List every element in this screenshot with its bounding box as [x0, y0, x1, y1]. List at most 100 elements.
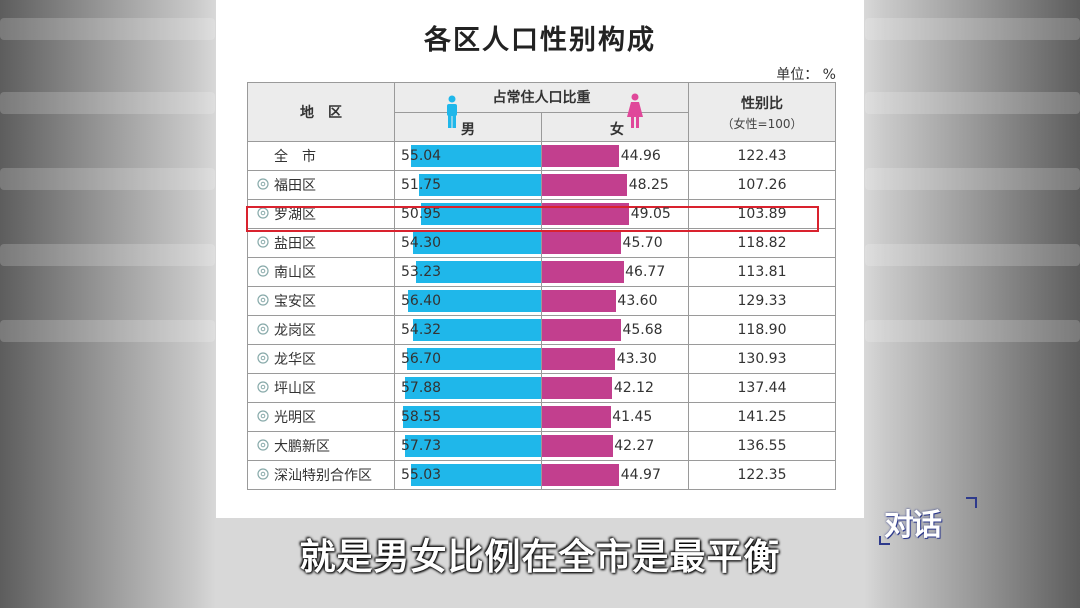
male-value-label: 55.04: [401, 148, 442, 164]
female-bar: [542, 319, 622, 341]
header-female-label: 女: [610, 121, 624, 138]
female-bar: [542, 261, 624, 283]
male-value-label: 57.73: [401, 438, 442, 454]
region-cell: 光明区: [247, 402, 395, 432]
male-share-cell: 54.30: [394, 228, 542, 258]
header-ratio-sub: （女性=100）: [721, 116, 803, 131]
male-bar: [402, 406, 541, 428]
female-share-cell: 44.96: [541, 141, 689, 171]
region-name: 坪山区: [274, 381, 316, 397]
sex-ratio-cell: 136.55: [688, 431, 836, 461]
male-share-cell: 57.73: [394, 431, 542, 461]
male-value-label: 53.23: [401, 264, 442, 280]
blurred-right-row: [865, 244, 1080, 266]
male-share-cell: 56.40: [394, 286, 542, 316]
blurred-left-row: [0, 168, 215, 190]
logo-frame-icon: [879, 497, 977, 545]
location-pin-icon: [257, 236, 269, 248]
region-name: 罗湖区: [274, 207, 316, 223]
male-value-label: 54.32: [401, 322, 442, 338]
sex-ratio-cell: 113.81: [688, 257, 836, 287]
female-share-cell: 44.97: [541, 460, 689, 490]
region-name: 深汕特别合作区: [274, 468, 372, 484]
female-value-label: 44.97: [620, 467, 661, 483]
region-name: 全 市: [274, 149, 316, 165]
region-name: 光明区: [274, 410, 316, 426]
header-share: 占常住人口比重: [394, 82, 689, 113]
female-figure-icon: [627, 93, 643, 128]
female-share-cell: 43.60: [541, 286, 689, 316]
region-name: 南山区: [274, 265, 316, 281]
male-share-cell: 54.32: [394, 315, 542, 345]
male-figure-icon: [447, 95, 457, 128]
region-cell: 南山区: [247, 257, 395, 287]
region-name: 盐田区: [274, 236, 316, 252]
location-pin-icon: [257, 439, 269, 451]
blurred-right-row: [865, 168, 1080, 190]
female-share-cell: 42.27: [541, 431, 689, 461]
male-bar: [413, 232, 541, 254]
table-row: 盐田区 54.30 45.70 118.82: [247, 228, 836, 258]
sex-ratio-cell: 122.35: [688, 460, 836, 490]
sex-ratio-cell: 103.89: [688, 199, 836, 229]
male-share-cell: 55.04: [394, 141, 542, 171]
male-value-label: 51.75: [401, 177, 442, 193]
male-share-cell: 55.03: [394, 460, 542, 490]
location-pin-icon: [257, 178, 269, 190]
region-cell: 宝安区: [247, 286, 395, 316]
male-value-label: 55.03: [401, 467, 442, 483]
location-pin-icon: [257, 410, 269, 422]
header-region: 地 区: [247, 82, 395, 142]
location-pin-icon: [257, 381, 269, 393]
region-cell: 坪山区: [247, 373, 395, 403]
female-bar: [542, 348, 616, 370]
female-bar: [542, 232, 622, 254]
table-row: 龙华区 56.70 43.30 130.93: [247, 344, 836, 374]
chart-panel: 各区人口性别构成 单位： % 地 区 占常住人口比重 性别比 （女性=100）: [216, 0, 864, 518]
male-value-label: 58.55: [401, 409, 442, 425]
male-share-cell: 56.70: [394, 344, 542, 374]
table-row: 罗湖区 50.95 49.05 103.89: [247, 199, 836, 229]
unit-label: 单位： %: [776, 67, 836, 83]
female-value-label: 48.25: [628, 177, 669, 193]
location-pin-icon: [257, 323, 269, 335]
female-share-cell: 45.68: [541, 315, 689, 345]
female-bar: [542, 203, 630, 225]
region-name: 龙岗区: [274, 323, 316, 339]
male-value-label: 54.30: [401, 235, 442, 251]
header-female: 女: [541, 93, 689, 142]
male-share-cell: 51.75: [394, 170, 542, 200]
male-share-cell: 50.95: [394, 199, 542, 229]
female-value-label: 42.12: [613, 380, 654, 396]
male-bar: [419, 174, 541, 196]
table-row: 全 市 55.04 44.96 122.43: [247, 141, 836, 171]
female-share-cell: 46.77: [541, 257, 689, 287]
table-row: 大鹏新区 57.73 42.27 136.55: [247, 431, 836, 461]
female-value-label: 46.77: [625, 264, 666, 280]
region-name: 福田区: [274, 178, 316, 194]
male-bar: [407, 348, 541, 370]
location-pin-icon: [257, 352, 269, 364]
location-pin-icon: [257, 207, 269, 219]
blurred-left-row: [0, 244, 215, 266]
table-row: 南山区 53.23 46.77 113.81: [247, 257, 836, 287]
male-bar: [404, 377, 541, 399]
region-cell: 深汕特别合作区: [247, 460, 395, 490]
region-cell: 盐田区: [247, 228, 395, 258]
female-share-cell: 42.12: [541, 373, 689, 403]
female-share-cell: 45.70: [541, 228, 689, 258]
male-bar: [411, 145, 541, 167]
region-cell: 福田区: [247, 170, 395, 200]
region-name: 大鹏新区: [274, 439, 330, 455]
region-cell: 龙岗区: [247, 315, 395, 345]
female-share-cell: 43.30: [541, 344, 689, 374]
sex-ratio-cell: 107.26: [688, 170, 836, 200]
male-share-cell: 57.88: [394, 373, 542, 403]
blurred-right-row: [865, 320, 1080, 342]
female-value-label: 45.68: [622, 322, 663, 338]
sex-ratio-cell: 130.93: [688, 344, 836, 374]
table-row: 光明区 58.55 41.45 141.25: [247, 402, 836, 432]
sex-ratio-cell: 118.82: [688, 228, 836, 258]
male-bar: [421, 203, 541, 225]
sex-ratio-cell: 137.44: [688, 373, 836, 403]
